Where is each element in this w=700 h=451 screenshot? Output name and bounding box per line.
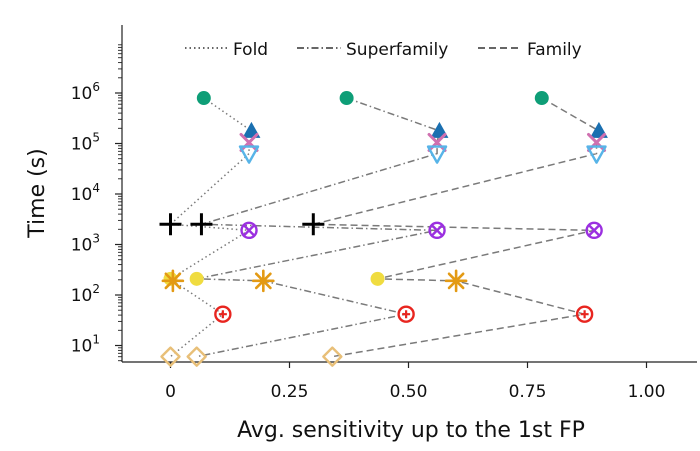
family-point-x-pink — [587, 132, 607, 152]
marker-plus — [218, 310, 227, 319]
superfamily-point-circle_plus-red — [397, 305, 415, 323]
x-tick-label: 0.50 — [390, 382, 428, 402]
y-tick-label: 103 — [71, 232, 100, 256]
family-point-circle_plus-red — [575, 305, 594, 323]
marker-cross — [430, 223, 444, 238]
y-tick-base: 10 — [71, 185, 93, 205]
x-tick-label: 0 — [165, 382, 176, 402]
fold-point-triangle_down-light-blue — [238, 145, 260, 164]
legend-label-fold: Fold — [233, 40, 268, 60]
superfamily-point-asterisk-orange — [252, 269, 275, 293]
superfamily-point-circle-yellow — [189, 271, 204, 286]
x-tick-label: 0.25 — [271, 382, 309, 402]
marker-ring — [240, 221, 258, 240]
fold-point-circle_plus-red — [214, 305, 232, 323]
marker-ring — [585, 221, 603, 240]
family-point-circle_x-purple — [585, 221, 603, 240]
family-point-diamond-tan — [322, 346, 343, 367]
marker-cross — [587, 223, 601, 238]
fold-point-circle-green — [196, 91, 211, 106]
y-tick-base: 10 — [71, 84, 93, 104]
family-point-circle-green — [534, 91, 549, 106]
series-line-superfamily — [196, 97, 441, 358]
y-tick-base: 10 — [71, 236, 93, 256]
family-point-circle-yellow — [370, 271, 385, 286]
y-tick-label: 106 — [71, 80, 100, 104]
family-point-triangle_down-light-blue — [586, 145, 607, 164]
y-tick-exponent: 6 — [92, 80, 100, 94]
y-tick-label: 102 — [71, 282, 100, 306]
y-tick-exponent: 4 — [92, 181, 100, 195]
x-axis-label: Avg. sensitivity up to the 1st FP — [237, 418, 585, 443]
y-tick-label: 104 — [71, 181, 100, 205]
fold-point-x-pink — [239, 132, 259, 152]
marker-ring — [575, 305, 594, 323]
family-point-asterisk-orange — [444, 269, 468, 293]
y-tick-exponent: 5 — [92, 131, 100, 145]
fold-point-diamond-tan — [160, 346, 181, 367]
legend-label-family: Family — [527, 40, 582, 60]
superfamily-point-plus-black — [190, 213, 213, 236]
y-tick-label: 105 — [71, 131, 100, 155]
marker-ring — [397, 305, 415, 323]
marker-ring — [214, 305, 232, 323]
y-tick-exponent: 2 — [92, 282, 100, 296]
fold-point-asterisk-orange — [161, 269, 185, 293]
x-tick-label: 1.00 — [628, 382, 666, 402]
x-tick-label: 0.75 — [509, 382, 547, 402]
family-point-plus-black — [302, 213, 325, 236]
fold-point-plus-black — [159, 213, 182, 236]
superfamily-point-circle_x-purple — [428, 221, 446, 240]
y-tick-exponent: 3 — [92, 232, 100, 246]
marker-plus — [580, 310, 589, 319]
marker-cross — [242, 223, 256, 238]
superfamily-point-x-pink — [427, 132, 447, 152]
y-tick-base: 10 — [71, 337, 93, 357]
superfamily-point-diamond-tan — [186, 346, 207, 367]
y-tick-base: 10 — [71, 135, 93, 155]
series-line-fold — [168, 97, 253, 358]
y-tick-label: 101 — [71, 333, 100, 357]
superfamily-point-circle-green — [339, 91, 354, 106]
series-line-family — [313, 97, 600, 358]
y-tick-base: 10 — [71, 286, 93, 306]
marker-ring — [428, 221, 446, 240]
fold-point-circle_x-purple — [240, 221, 258, 240]
marker-plus — [402, 310, 411, 319]
y-axis-label: Time (s) — [25, 148, 50, 238]
y-tick-exponent: 1 — [92, 333, 100, 347]
superfamily-point-triangle_down-light-blue — [426, 145, 448, 164]
legend-label-superfamily: Superfamily — [346, 40, 448, 60]
